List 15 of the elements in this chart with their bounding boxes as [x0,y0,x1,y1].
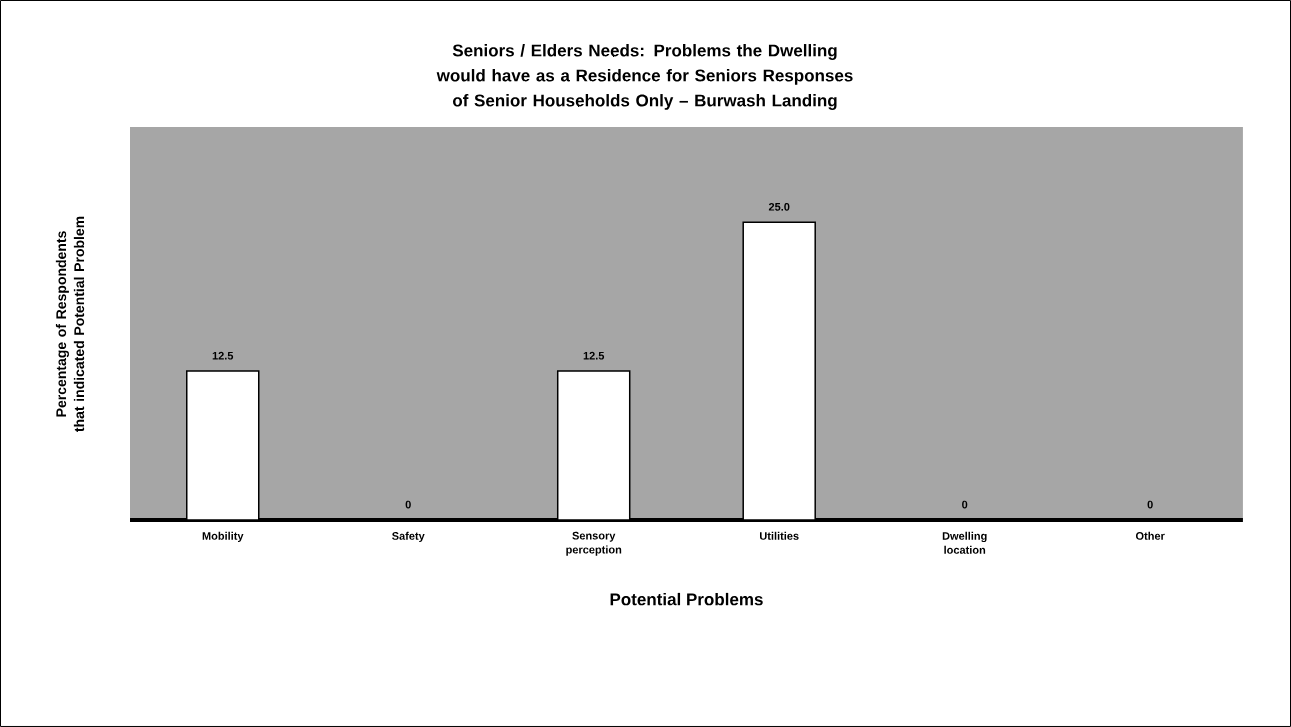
data-label: 0 [962,500,968,509]
data-label: 0 [405,500,411,509]
x-tick-label: Utilities [760,531,799,540]
x-tick-label: Other [1135,531,1165,540]
x-tick-label: Mobility [202,531,244,543]
x-tick-label: Safety [392,531,425,543]
data-label: 0 [1147,500,1153,509]
x-axis-title: Potential Problems [610,592,763,606]
data-label: 25.0 [768,202,790,211]
data-label: 12.5 [212,351,234,360]
data-label: 12.5 [583,351,605,360]
x-tick-label: Dwelling location [942,531,987,554]
chart-title: Seniors / Elders Needs: Problems the Dwelling would have as a Residence for Seniors Responses of Senior Households Only – Burwash Landing [436,44,853,110]
y-axis-title: Percentage of Respondents that indicated Potential Problem [55,216,85,432]
x-tick-label: Sensory perception [566,531,622,556]
